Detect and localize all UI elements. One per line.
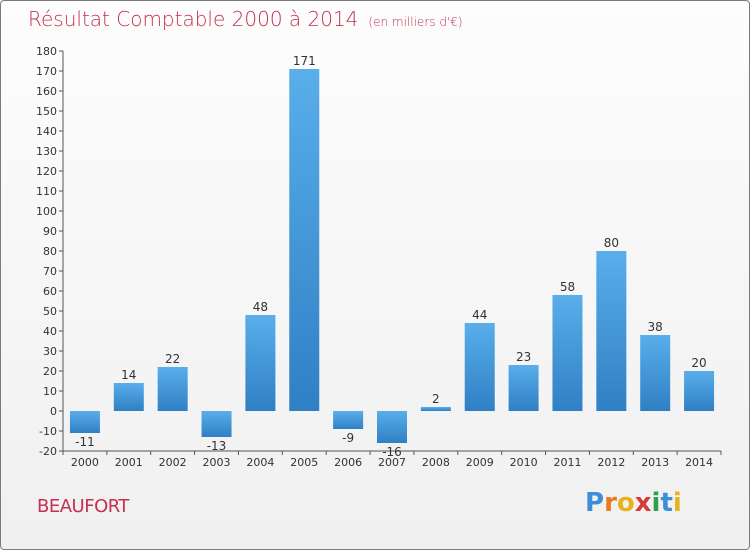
bar xyxy=(113,383,144,411)
logo-letter: x xyxy=(634,488,652,518)
chart-subtitle: (en milliers d'€) xyxy=(368,15,463,29)
data-label: 20 xyxy=(691,356,706,370)
y-tick-label: 150 xyxy=(36,105,57,118)
y-tick-label: 50 xyxy=(43,305,57,318)
data-label: -11 xyxy=(75,435,95,449)
data-label: 2 xyxy=(432,392,440,406)
chart-title: Résultat Comptable 2000 à 2014 (en millie… xyxy=(28,7,463,31)
bar xyxy=(684,371,715,411)
x-tick-label: 2002 xyxy=(159,456,187,469)
bar xyxy=(245,315,276,411)
data-label: 80 xyxy=(604,236,619,250)
y-tick-label: 160 xyxy=(36,85,57,98)
data-label: 171 xyxy=(293,54,316,68)
y-tick-label: -20 xyxy=(39,445,57,458)
logo-letter: i xyxy=(672,488,682,518)
data-label: -16 xyxy=(382,445,402,459)
data-label: 44 xyxy=(472,308,487,322)
y-tick-label: 10 xyxy=(43,385,57,398)
bar xyxy=(333,411,364,429)
bar xyxy=(420,407,451,411)
x-tick-label: 2014 xyxy=(685,456,713,469)
x-tick-label: 2013 xyxy=(641,456,669,469)
y-tick-label: 140 xyxy=(36,125,57,138)
x-tick-label: 2008 xyxy=(422,456,450,469)
x-tick-label: 2005 xyxy=(290,456,318,469)
data-label: 14 xyxy=(121,368,136,382)
x-tick-label: 2009 xyxy=(466,456,494,469)
bar xyxy=(596,251,627,411)
data-label: 23 xyxy=(516,350,531,364)
data-label: 38 xyxy=(648,320,663,334)
y-tick-label: 130 xyxy=(36,145,57,158)
data-label: -9 xyxy=(342,431,354,445)
y-tick-label: 60 xyxy=(43,285,57,298)
x-tick-label: 2004 xyxy=(246,456,274,469)
x-tick-label: 2011 xyxy=(553,456,581,469)
data-label: 22 xyxy=(165,352,180,366)
data-label: 58 xyxy=(560,280,575,294)
logo-letter: i xyxy=(651,488,661,518)
bar xyxy=(640,335,671,411)
data-label: 48 xyxy=(253,300,268,314)
x-tick-label: 2001 xyxy=(115,456,143,469)
bar xyxy=(157,367,188,411)
y-tick-label: 170 xyxy=(36,65,57,78)
x-tick-label: 2000 xyxy=(71,456,99,469)
y-tick-label: 90 xyxy=(43,225,57,238)
y-tick-label: 120 xyxy=(36,165,57,178)
proxiti-logo: Proxiti xyxy=(585,488,682,518)
bar xyxy=(377,411,407,443)
y-tick-label: 80 xyxy=(43,245,57,258)
chart-title-text: Résultat Comptable 2000 à 2014 xyxy=(28,7,359,31)
y-tick-label: 40 xyxy=(43,325,57,338)
y-tick-label: 110 xyxy=(36,185,57,198)
x-tick-label: 2007 xyxy=(378,456,406,469)
bar xyxy=(508,365,539,411)
y-tick-label: 30 xyxy=(43,345,57,358)
y-tick-label: 100 xyxy=(36,205,57,218)
y-tick-label: -10 xyxy=(39,425,57,438)
bar xyxy=(552,295,583,411)
x-tick-label: 2012 xyxy=(597,456,625,469)
logo-letter: o xyxy=(616,488,635,518)
logo-letter: P xyxy=(585,488,605,518)
data-label: -13 xyxy=(207,439,227,453)
bar xyxy=(464,323,495,411)
logo-letter: t xyxy=(660,488,673,518)
commune-name: BEAUFORT xyxy=(37,496,129,517)
y-tick-label: 20 xyxy=(43,365,57,378)
x-tick-label: 2006 xyxy=(334,456,362,469)
x-tick-label: 2010 xyxy=(510,456,538,469)
bar xyxy=(69,411,100,433)
bar xyxy=(289,69,320,411)
y-tick-label: 70 xyxy=(43,265,57,278)
logo-letter: r xyxy=(604,488,617,518)
y-tick-label: 0 xyxy=(50,405,57,418)
y-tick-label: 180 xyxy=(36,45,57,58)
bar xyxy=(201,411,232,437)
x-tick-label: 2003 xyxy=(203,456,231,469)
